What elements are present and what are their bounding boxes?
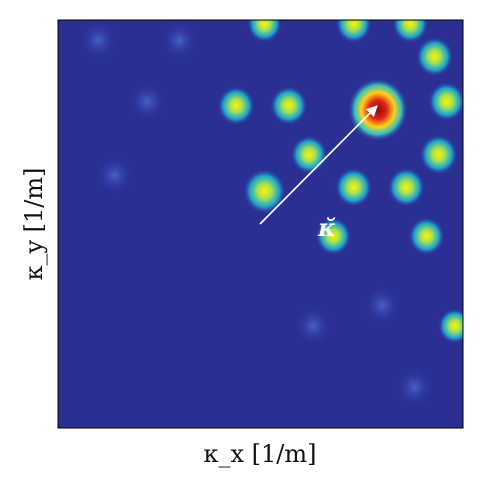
heatmap-hotspot-7: [419, 134, 458, 175]
heatmap-hotspot-12: [247, 20, 282, 43]
wave-vector-label: κ̆: [317, 213, 336, 242]
heatmap-hotspot-9: [416, 37, 454, 77]
heatmap-hotspot-11: [335, 20, 372, 43]
plot-frame: [57, 19, 464, 429]
y-axis-label: κ_y [1/m]: [20, 167, 48, 280]
heatmap-hotspot-14: [408, 217, 445, 256]
heatmap-hotspot-5: [335, 167, 373, 207]
heatmap-hotspot-17: [80, 21, 117, 60]
heatmap-hotspot-3: [270, 86, 308, 126]
heatmap-hotspot-0: [347, 78, 408, 142]
heatmap-hotspot-8: [428, 82, 463, 122]
heatmap-hotspot-22: [96, 156, 133, 194]
heatmap-hotspot-20: [295, 307, 332, 345]
heatmap-hotspot-19: [364, 286, 400, 325]
heatmap-hotspot-1: [243, 168, 286, 214]
heatmap-hotspot-10: [392, 20, 429, 43]
heatmap-hotspot-18: [161, 21, 198, 60]
plot-area: [57, 19, 464, 429]
heatmap-hotspot-13: [315, 217, 352, 255]
x-axis-label: κ_x [1/m]: [203, 440, 316, 468]
heatmap-hotspot-6: [387, 167, 425, 207]
wave-vector-arrow: [259, 105, 378, 225]
heatmap-hotspot-21: [396, 368, 433, 407]
heatmap-hotspot-2: [217, 86, 255, 126]
heatmap-hotspot-16: [129, 82, 166, 121]
heatmap-hotspot-15: [438, 308, 463, 344]
heatmap-hotspot-4: [290, 135, 328, 174]
